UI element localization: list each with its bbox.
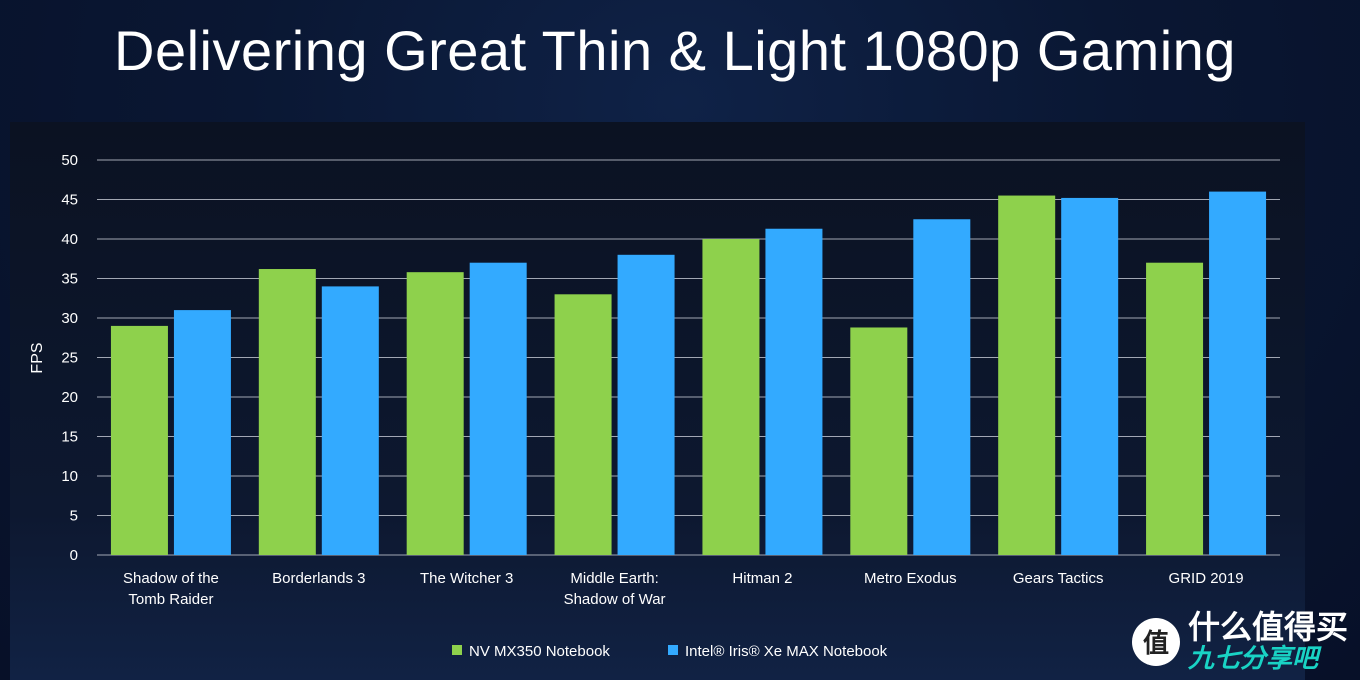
- x-tick-label: Gears Tactics: [1013, 570, 1104, 587]
- bars: [110, 191, 1267, 556]
- y-tick-label: 20: [61, 389, 78, 406]
- x-tick-label: Borderlands 3: [272, 570, 365, 587]
- legend: NV MX350 Notebook Intel® Iris® Xe MAX Not…: [452, 643, 888, 660]
- bar-series2: [765, 228, 823, 556]
- bar-series2: [1061, 197, 1119, 556]
- bar-series2: [321, 286, 379, 555]
- y-axis-label: FPS: [29, 342, 46, 373]
- bar-series1: [1146, 262, 1204, 555]
- x-tick-labels: Shadow of the Tomb Raider Borderlands 3 The…: [123, 570, 1244, 608]
- legend-label: Intel® Iris® Xe MAX Notebook: [685, 643, 888, 660]
- y-tick-label: 5: [70, 508, 78, 525]
- page-title: Delivering Great Thin & Light 1080p Gami…: [114, 19, 1236, 82]
- y-tick-label: 15: [61, 429, 78, 446]
- bar-series2: [913, 219, 971, 555]
- x-tick-label: The Witcher 3: [420, 570, 513, 587]
- legend-swatch: [668, 645, 678, 655]
- bar-series2: [469, 262, 527, 555]
- legend-label: NV MX350 Notebook: [469, 643, 610, 660]
- bar-series1: [850, 327, 908, 555]
- bar-series2: [617, 254, 675, 556]
- bar-series1: [554, 294, 612, 555]
- bar-series1: [258, 269, 316, 555]
- x-tick-label: Metro Exodus: [864, 570, 957, 587]
- watermark-sub-text: 九七分享吧: [1187, 642, 1318, 673]
- bar-series2: [173, 310, 231, 555]
- bar-series1: [998, 195, 1056, 556]
- watermark-logo: 值: [1131, 617, 1180, 666]
- y-tick-label: 25: [61, 350, 78, 367]
- y-tick-label: 10: [61, 468, 78, 485]
- y-tick-label: 40: [61, 231, 78, 248]
- y-tick-label: 30: [61, 310, 78, 327]
- y-tick-label: 35: [61, 271, 78, 288]
- bar-series1: [406, 272, 464, 555]
- x-tick-label: Hitman 2: [732, 570, 792, 587]
- watermark-main-text: 什么值得买: [1187, 609, 1348, 646]
- y-tick-label: 45: [61, 192, 78, 209]
- y-tick-label: 50: [61, 152, 78, 169]
- x-tick-label: GRID 2019: [1169, 570, 1244, 587]
- watermark: 值 什么值得买 九七分享吧: [1131, 609, 1348, 673]
- bar-series1: [702, 239, 760, 555]
- x-tick-label: Middle Earth: Shadow of War: [564, 570, 666, 608]
- y-tick-label: 0: [70, 547, 78, 564]
- y-tick-labels: 0 5 10 15 20 25 30 35 40 45 50: [61, 152, 78, 564]
- x-tick-label: Shadow of the Tomb Raider: [123, 570, 219, 608]
- bar-series1: [110, 325, 168, 555]
- bar-series2: [1209, 191, 1267, 555]
- legend-swatch: [452, 645, 462, 655]
